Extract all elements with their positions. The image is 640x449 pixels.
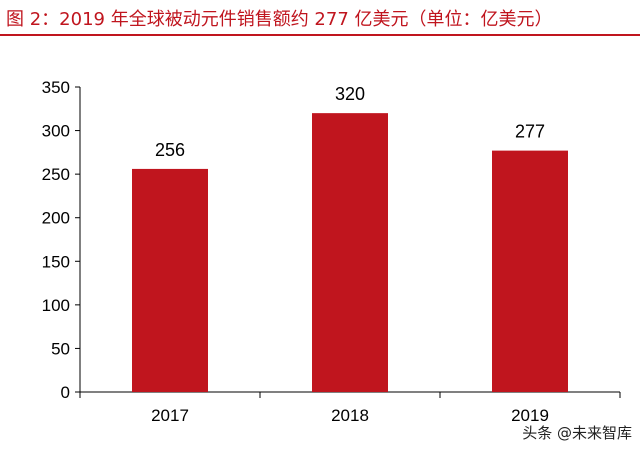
y-tick-label: 350 — [42, 78, 70, 97]
y-tick-label: 0 — [61, 383, 70, 402]
data-label: 320 — [335, 84, 365, 104]
data-label: 277 — [515, 122, 545, 142]
y-tick-label: 100 — [42, 296, 70, 315]
y-tick-label: 250 — [42, 165, 70, 184]
figure-title: 图 2：2019 年全球被动元件销售额约 277 亿美元（单位：亿美元） — [6, 9, 553, 30]
y-tick-label: 300 — [42, 122, 70, 141]
watermark-text: 头条 @未来智库 — [522, 424, 632, 442]
x-tick-label: 2018 — [331, 406, 369, 425]
bar-2019 — [492, 150, 568, 392]
x-tick-label: 2019 — [511, 406, 549, 425]
data-label: 256 — [155, 140, 185, 160]
watermark: 头条 @未来智库 — [522, 422, 632, 443]
y-tick-label: 200 — [42, 209, 70, 228]
x-tick-label: 2017 — [151, 406, 189, 425]
y-tick-label: 150 — [42, 252, 70, 271]
y-tick-label: 50 — [51, 339, 70, 358]
bar-chart: 0 50 100 150 200 250 300 350 256 2017 320 2018 277 20… — [42, 78, 621, 425]
bar-2017 — [132, 168, 208, 392]
bar-2018 — [312, 113, 388, 393]
title-bar: 图 2：2019 年全球被动元件销售额约 277 亿美元（单位：亿美元） — [0, 0, 640, 36]
